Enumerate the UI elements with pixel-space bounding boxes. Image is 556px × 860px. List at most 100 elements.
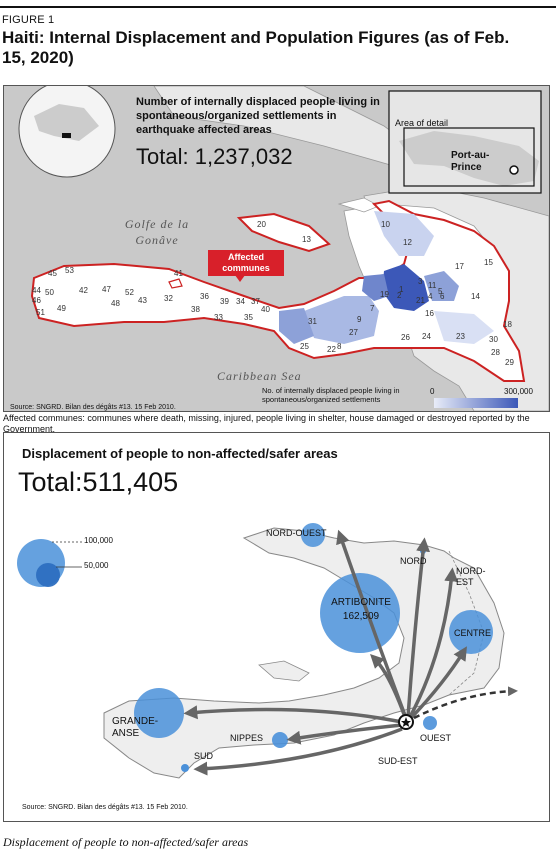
label-sud: SUD: [194, 751, 214, 761]
inset-land: [399, 131, 539, 186]
commune-number: 23: [456, 332, 465, 341]
commune-shade-5: [374, 211, 434, 256]
commune-number: 22: [327, 345, 336, 354]
commune-number: 28: [491, 348, 500, 357]
scale-label-large: 100,000: [84, 536, 113, 545]
commune-number: 13: [302, 235, 311, 244]
commune-number: 15: [484, 258, 493, 267]
map2-total-label: Total:: [18, 467, 83, 497]
commune-shade-6: [279, 308, 314, 344]
globe-land: [34, 104, 99, 141]
label-ouest: OUEST: [420, 733, 452, 743]
legend-gradient: [434, 398, 518, 408]
arrow-nord: [406, 537, 431, 718]
globe-marker: [62, 133, 71, 138]
label-sud-est: SUD-EST: [378, 756, 418, 766]
commune-number: 21: [416, 296, 425, 305]
scale-label-small: 50,000: [84, 561, 109, 570]
port-au-prince-marker: [509, 165, 519, 175]
legend-max: 300,000: [504, 387, 533, 396]
affected-callout: Affected communes: [208, 250, 284, 276]
label-grande-anse: GRANDE-ANSE: [112, 716, 159, 739]
commune-number: 52: [125, 288, 134, 297]
commune-number: 32: [164, 294, 173, 303]
commune-number: 37: [251, 297, 260, 306]
commune-number: 18: [503, 320, 512, 329]
commune-number: 44: [32, 286, 41, 295]
arrow-sud: [193, 727, 403, 776]
commune-number: 1: [399, 285, 404, 294]
commune-number: 10: [381, 220, 390, 229]
map1-heading: Number of internally displaced people li…: [136, 96, 380, 136]
commune-number: 11: [428, 281, 437, 290]
arrow-centre: [410, 646, 467, 719]
commune-number: 43: [138, 296, 147, 305]
top-rule: [0, 6, 556, 8]
map1-source: Source: SNGRD. Bilan des dégâts #13. 15 …: [10, 404, 176, 411]
commune-number: 34: [236, 297, 245, 306]
bubble-ouest: [423, 716, 437, 730]
commune-number: 25: [300, 342, 309, 351]
commune-number: 29: [505, 358, 514, 367]
commune-number: 42: [79, 286, 88, 295]
commune-number: 3: [418, 277, 423, 286]
gonave-island-2: [258, 660, 310, 682]
commune-number: 41: [174, 269, 183, 278]
commune-number: 31: [308, 317, 317, 326]
commune-number: 12: [403, 238, 412, 247]
commune-number: 7: [370, 304, 375, 313]
commune-number: 49: [57, 304, 66, 313]
commune-number: 46: [32, 296, 41, 305]
commune-number: 38: [191, 305, 200, 314]
small-island: [168, 278, 183, 289]
commune-number: 40: [261, 305, 270, 314]
map2-total-value: 511,405: [82, 467, 179, 497]
bubble-sud: [181, 764, 189, 772]
commune-number: 4: [428, 292, 433, 301]
commune-number: 8: [337, 342, 342, 351]
commune-number: 27: [349, 328, 358, 337]
commune-number: 6: [440, 292, 445, 301]
bubble-nord-ouest: [301, 523, 325, 547]
commune-number: 33: [214, 313, 223, 322]
bubble-grande-anse: [134, 688, 184, 738]
sea-label: Caribbean Sea: [217, 369, 302, 383]
map1-total-value: 1,237,032: [194, 144, 293, 169]
label-nord-est: NORD-EST: [456, 566, 486, 587]
affected-communes-map: Number of internally displaced people li…: [3, 85, 550, 412]
map1-svg: [18, 86, 549, 411]
label-nippes: NIPPES: [230, 733, 264, 743]
commune-number: 19: [380, 290, 389, 299]
commune-number: 14: [471, 292, 480, 301]
commune-number: 36: [200, 292, 209, 301]
commune-number: 51: [36, 308, 45, 317]
commune-number: 50: [45, 288, 54, 297]
commune-number: 48: [111, 299, 120, 308]
arrow-dominican: [413, 686, 518, 720]
border-line: [448, 550, 485, 696]
commune-number: 35: [244, 313, 253, 322]
affected-area-main: [30, 199, 526, 382]
commune-number: 5: [438, 287, 443, 296]
origin-star-icon: [401, 717, 411, 727]
figure-title: Haiti: Internal Displacement and Populat…: [2, 28, 510, 67]
inset-label: Area of detail: [395, 118, 449, 128]
commune-number: 16: [425, 309, 434, 318]
commune-number: 20: [257, 220, 266, 229]
map1-total-label: Total:: [136, 144, 189, 169]
inset-city: Port-au-Prince: [451, 150, 490, 173]
commune-number: 30: [489, 335, 498, 344]
commune-number: 24: [422, 332, 431, 341]
legend-min: 0: [430, 387, 435, 396]
scale-circle-small: [36, 563, 60, 587]
commune-shade-3: [362, 274, 389, 301]
inset-detail-box: [403, 127, 535, 187]
arrow-artibonite: [370, 654, 407, 718]
map1-total: Total: 1,237,032: [136, 144, 293, 170]
arrow-nord-est: [408, 567, 459, 718]
commune-number: 53: [65, 266, 74, 275]
arrow-nippes: [286, 723, 403, 745]
arrow-group: [183, 529, 467, 776]
label-artibonite: ARTIBONITE: [331, 597, 391, 608]
map2-source: Source: SNGRD. Bilan des dégâts #13. 15 …: [22, 804, 188, 811]
